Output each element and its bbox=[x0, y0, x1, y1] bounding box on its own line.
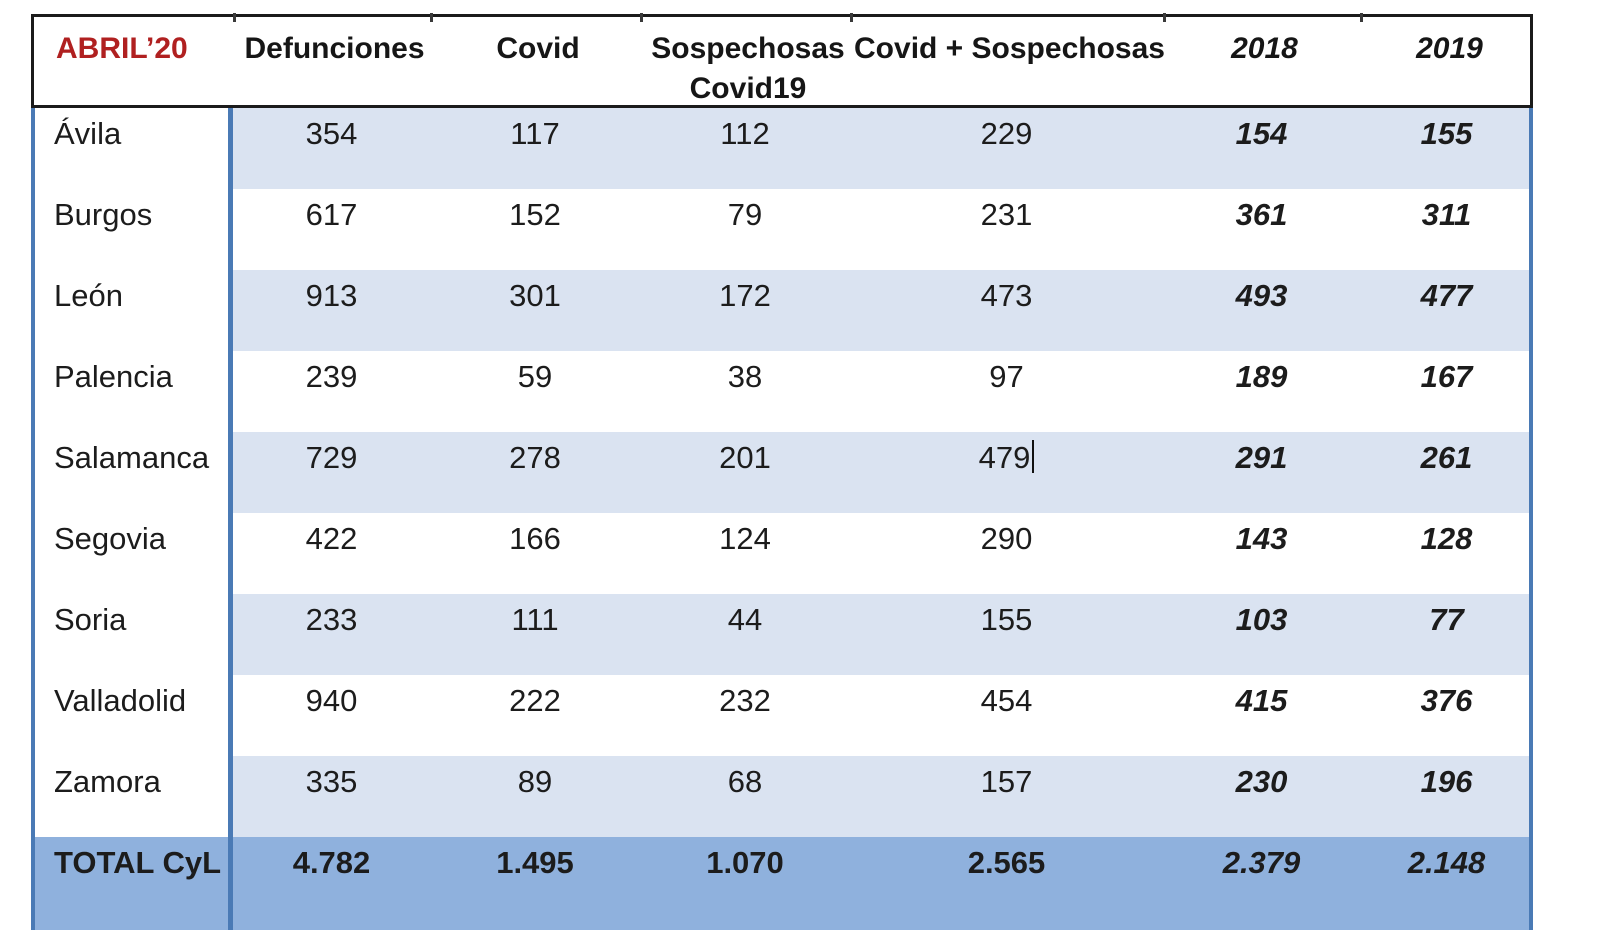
cell-2019: 477 bbox=[1360, 270, 1533, 351]
header-covid: Covid bbox=[496, 32, 580, 65]
row-label-zamora: Zamora bbox=[31, 756, 233, 837]
row-label-burgos: Burgos bbox=[31, 189, 233, 270]
cell-sospechosas: 112 bbox=[640, 108, 850, 189]
cell-2018: 291 bbox=[1163, 432, 1360, 513]
cell-2019: 196 bbox=[1360, 756, 1533, 837]
column-boundary-tick bbox=[850, 13, 853, 22]
cell-2019: 261 bbox=[1360, 432, 1533, 513]
cell-sospechosas: 79 bbox=[727, 197, 763, 232]
cell-2018: 493 bbox=[1163, 270, 1360, 351]
cell-2019: 167 bbox=[1420, 359, 1473, 394]
cell-sospechosas-total: 1.070 bbox=[640, 837, 850, 930]
text-cursor-caret bbox=[1032, 440, 1035, 473]
cell-2019: 128 bbox=[1420, 521, 1473, 556]
cell-defunciones: 354 bbox=[233, 108, 430, 189]
table-row-salamanca: Salamanca 729 278 201 479 291 261 bbox=[31, 432, 1533, 513]
column-boundary-tick bbox=[430, 13, 433, 22]
cell-covid: 111 bbox=[430, 594, 640, 675]
cell-covid: 222 bbox=[509, 683, 561, 718]
row-label-palencia: Palencia bbox=[31, 351, 233, 432]
cell-sospechosas: 232 bbox=[719, 683, 771, 718]
header-2018: 2018 bbox=[1231, 32, 1298, 65]
row-label-total: TOTAL CyL bbox=[31, 837, 233, 930]
cell-covid-sospechosas: 155 bbox=[850, 594, 1163, 675]
table-row-valladolid: Valladolid 940 222 232 454 415 376 bbox=[31, 675, 1533, 756]
row-label-avila: Ávila bbox=[31, 108, 233, 189]
cell-2019: 77 bbox=[1360, 594, 1533, 675]
header-sospechosas-covid19: Sospechosas Covid19 bbox=[651, 32, 845, 105]
row-label-leon: León bbox=[31, 270, 233, 351]
cell-covid: 278 bbox=[430, 432, 640, 513]
cell-sospechosas: 38 bbox=[727, 359, 763, 394]
cell-defunciones: 913 bbox=[233, 270, 430, 351]
cell-covid-total: 1.495 bbox=[430, 837, 640, 930]
cell-2018: 103 bbox=[1163, 594, 1360, 675]
cell-covid-sospechosas: 157 bbox=[850, 756, 1163, 837]
cell-covid-sospechosas-total: 2.565 bbox=[850, 837, 1163, 930]
cell-2019: 311 bbox=[1421, 197, 1472, 232]
cell-2018: 143 bbox=[1235, 521, 1288, 556]
cell-defunciones: 422 bbox=[305, 521, 358, 556]
cell-2019-total: 2.148 bbox=[1360, 837, 1533, 930]
cell-covid-sospechosas: 97 bbox=[989, 359, 1024, 394]
header-month: ABRIL’20 bbox=[56, 32, 188, 65]
table-row-total-cyl: TOTAL CyL 4.782 1.495 1.070 2.565 2.379 … bbox=[31, 837, 1533, 930]
row-label-salamanca: Salamanca bbox=[31, 432, 233, 513]
table-row-soria: Soria 233 111 44 155 103 77 bbox=[31, 594, 1533, 675]
header-defunciones: Defunciones bbox=[244, 32, 425, 65]
row-label-segovia: Segovia bbox=[31, 513, 233, 594]
header-2019: 2019 bbox=[1416, 32, 1483, 65]
cell-defunciones: 335 bbox=[233, 756, 430, 837]
table-row-leon: León 913 301 172 473 493 477 bbox=[31, 270, 1533, 351]
cell-covid-sospechosas: 290 bbox=[980, 521, 1033, 556]
column-boundary-tick bbox=[640, 13, 643, 22]
cell-sospechosas: 68 bbox=[640, 756, 850, 837]
cell-value: 479 bbox=[978, 440, 1031, 475]
row-label-soria: Soria bbox=[31, 594, 233, 675]
cell-2019: 376 bbox=[1420, 683, 1473, 718]
cell-2019: 155 bbox=[1360, 108, 1533, 189]
cell-covid: 301 bbox=[430, 270, 640, 351]
cell-sospechosas: 44 bbox=[640, 594, 850, 675]
cell-2018: 361 bbox=[1235, 197, 1288, 232]
cell-sospechosas: 172 bbox=[640, 270, 850, 351]
cell-covid: 117 bbox=[430, 108, 640, 189]
cell-covid-sospechosas: 454 bbox=[980, 683, 1033, 718]
table-row-zamora: Zamora 335 89 68 157 230 196 bbox=[31, 756, 1533, 837]
cell-2018: 154 bbox=[1163, 108, 1360, 189]
column-boundary-tick bbox=[1163, 13, 1166, 22]
column-boundary-tick bbox=[233, 13, 236, 22]
cell-2018: 189 bbox=[1235, 359, 1288, 394]
cell-2018: 230 bbox=[1163, 756, 1360, 837]
cell-defunciones: 617 bbox=[305, 197, 358, 232]
cell-covid-sospechosas: 479 bbox=[850, 432, 1163, 513]
cell-2018-total: 2.379 bbox=[1163, 837, 1360, 930]
table-row-avila: Ávila 354 117 112 229 154 155 bbox=[31, 108, 1533, 189]
table-row-burgos: Burgos 617 152 79 231 361 311 bbox=[31, 189, 1533, 270]
table-row-segovia: Segovia 422 166 124 290 143 128 bbox=[31, 513, 1533, 594]
cell-sospechosas: 201 bbox=[640, 432, 850, 513]
table-header-row: ABRIL’20 Defunciones Covid Sospechosas C… bbox=[31, 13, 1533, 108]
cell-2018: 415 bbox=[1235, 683, 1288, 718]
cell-covid: 59 bbox=[517, 359, 553, 394]
cell-defunciones: 729 bbox=[233, 432, 430, 513]
cell-covid: 166 bbox=[509, 521, 561, 556]
cell-defunciones: 940 bbox=[305, 683, 358, 718]
cell-defunciones: 233 bbox=[233, 594, 430, 675]
header-covid-sospechosas: Covid + Sospechosas bbox=[854, 32, 1165, 65]
cell-defunciones: 239 bbox=[305, 359, 358, 394]
cell-sospechosas: 124 bbox=[719, 521, 771, 556]
mortality-table: ABRIL’20 Defunciones Covid Sospechosas C… bbox=[31, 13, 1533, 930]
row-label-valladolid: Valladolid bbox=[31, 675, 233, 756]
cell-covid: 152 bbox=[509, 197, 561, 232]
cell-covid: 89 bbox=[430, 756, 640, 837]
cell-defunciones-total: 4.782 bbox=[233, 837, 430, 930]
table-row-palencia: Palencia 239 59 38 97 189 167 bbox=[31, 351, 1533, 432]
cell-covid-sospechosas: 231 bbox=[980, 197, 1033, 232]
cell-covid-sospechosas: 473 bbox=[850, 270, 1163, 351]
table-body: Ávila 354 117 112 229 154 155 Burgos 617… bbox=[31, 108, 1533, 930]
column-boundary-tick bbox=[1360, 13, 1363, 22]
cell-covid-sospechosas: 229 bbox=[850, 108, 1163, 189]
